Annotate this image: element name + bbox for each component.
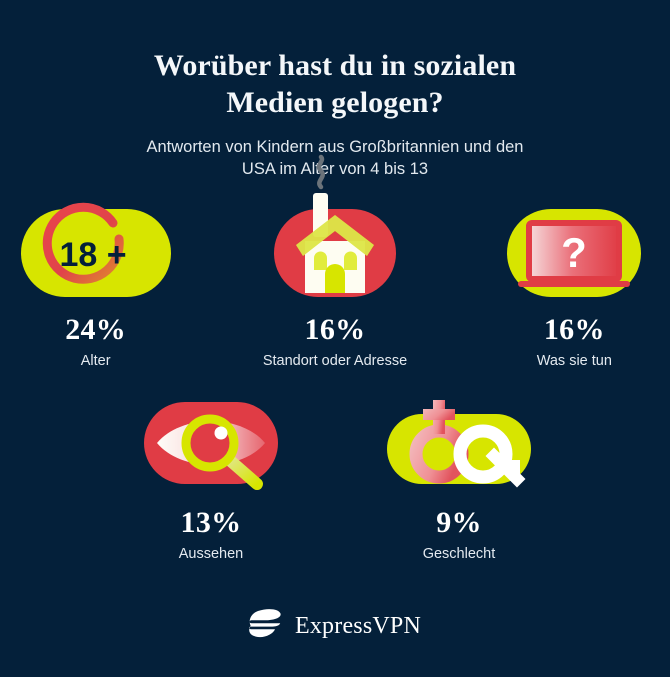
age-18-plus-label: 18 + bbox=[59, 236, 126, 274]
stat-label: Standort oder Adresse bbox=[262, 352, 408, 369]
footer-branding: ExpressVPN bbox=[0, 608, 670, 643]
subtitle-line-2: USA im Alter von 4 bis 13 bbox=[241, 160, 429, 179]
stat-item-was-sie-tun: ? 16% Was sie tun bbox=[479, 205, 670, 370]
stat-percent: 9% bbox=[436, 506, 482, 540]
stat-item-alter: 18 + 24% Alter bbox=[0, 202, 191, 370]
question-mark-label: ? bbox=[561, 229, 587, 276]
stats-row-bottom: 13% Aussehen bbox=[0, 398, 670, 563]
header: Worüber hast du in sozialen Medien gelog… bbox=[0, 0, 670, 181]
stat-percent: 16% bbox=[543, 312, 605, 346]
stat-label: Alter bbox=[80, 352, 111, 369]
stat-label: Was sie tun bbox=[536, 352, 612, 369]
page-title: Worüber hast du in sozialen Medien gelog… bbox=[115, 48, 555, 122]
age-18-plus-icon: 18 + bbox=[18, 202, 174, 301]
stat-item-geschlecht: 9% Geschlecht bbox=[359, 398, 559, 563]
house-icon bbox=[257, 154, 413, 301]
stat-label: Aussehen bbox=[178, 546, 244, 563]
stat-percent: 13% bbox=[180, 506, 242, 540]
page-subtitle: Antworten von Kindern aus Großbritannien… bbox=[100, 136, 570, 181]
stat-item-aussehen: 13% Aussehen bbox=[111, 398, 311, 563]
stat-item-standort: 16% Standort oder Adresse bbox=[239, 154, 430, 370]
stat-percent: 16% bbox=[304, 312, 366, 346]
gender-symbols-icon bbox=[381, 398, 537, 494]
laptop-question-icon: ? bbox=[496, 205, 652, 301]
stats-row-top: 18 + 24% Alter bbox=[0, 154, 670, 370]
subtitle-line-1: Antworten von Kindern aus Großbritannien… bbox=[146, 137, 524, 156]
expressvpn-e-mark-icon bbox=[249, 608, 283, 643]
brand-name: ExpressVPN bbox=[295, 612, 421, 639]
eye-magnifier-icon bbox=[133, 398, 289, 494]
title-line-1: Worüber hast du in sozialen bbox=[153, 49, 517, 82]
stat-percent: 24% bbox=[65, 312, 127, 346]
title-line-2: Medien gelogen? bbox=[226, 85, 444, 119]
stat-label: Geschlecht bbox=[422, 546, 496, 563]
